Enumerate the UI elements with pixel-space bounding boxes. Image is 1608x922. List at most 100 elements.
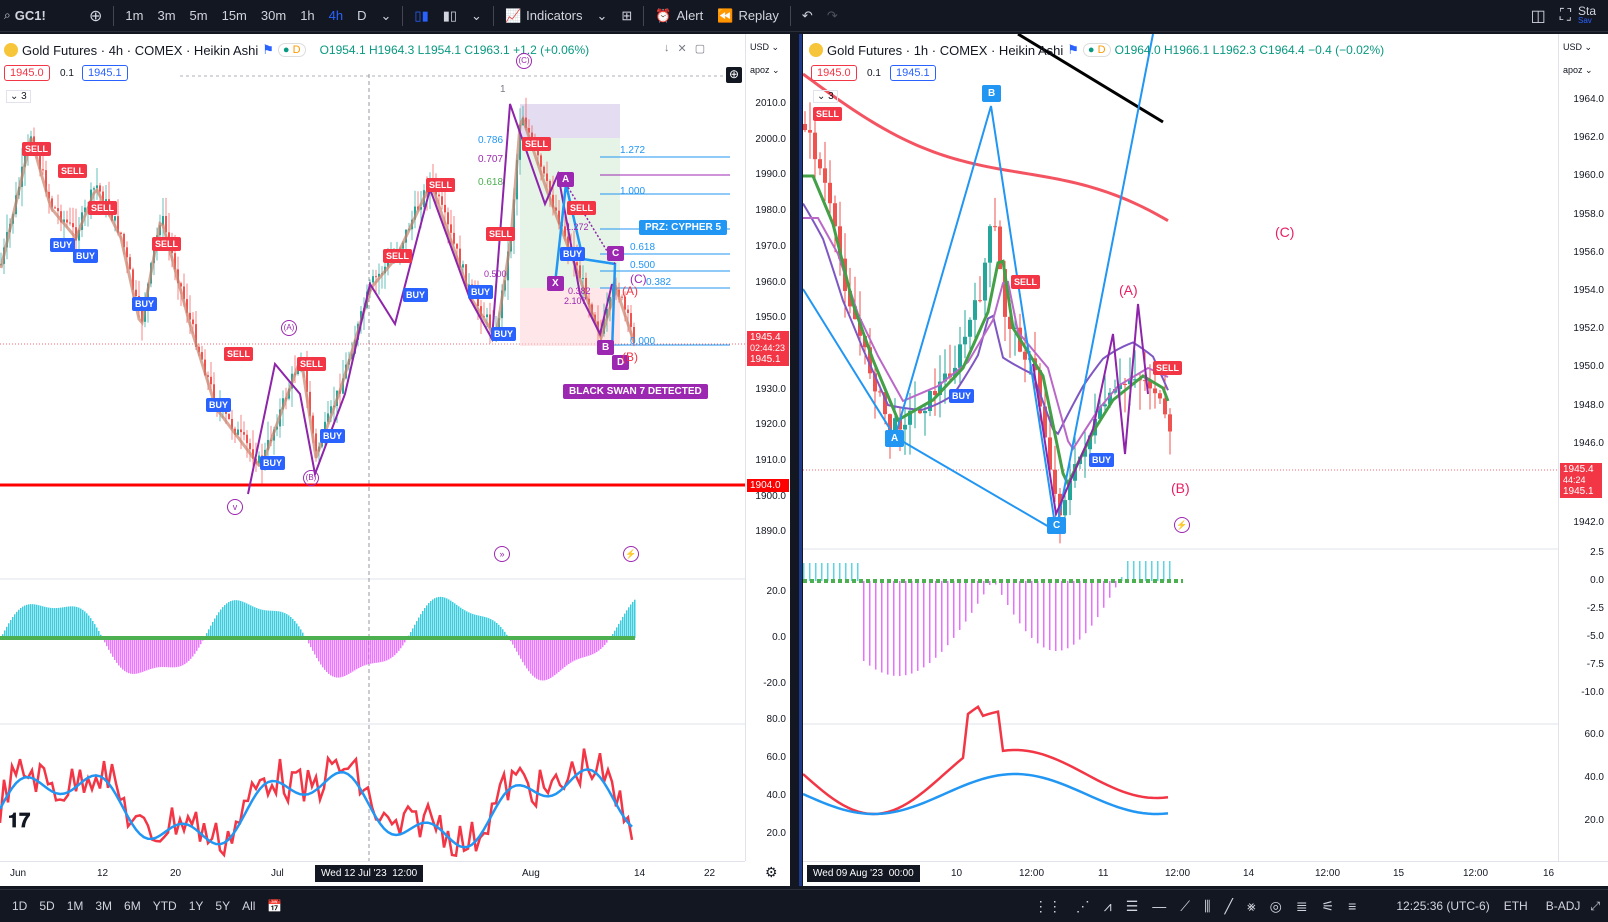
vertical-lines-icon[interactable]: ⫼ — [1204, 897, 1211, 914]
left-chart-title[interactable]: Gold Futures · 4h · COMEX · Heikin Ashi — [22, 42, 259, 58]
range-6m[interactable]: 6M — [124, 899, 141, 913]
currency-selector[interactable]: USD ⌄ — [1563, 42, 1592, 53]
range-1y[interactable]: 1Y — [188, 899, 204, 913]
layers-toggle[interactable]: ⌄ 3 — [813, 90, 838, 103]
redo-button[interactable]: ↷ — [820, 0, 845, 32]
lightning-icon[interactable]: ⚡ — [1174, 517, 1190, 533]
buy-signal: BUY — [73, 249, 99, 263]
trend-line-icon[interactable]: ╱ — [1224, 897, 1233, 914]
undo-button[interactable]: ↶ — [795, 0, 820, 32]
flag-icon[interactable]: ⚑ — [1067, 42, 1079, 57]
layouts-button[interactable]: ⊞ — [614, 0, 639, 32]
clock-time[interactable]: 12:25:36 (UTC-6) — [1396, 899, 1490, 913]
fullscreen-button[interactable]: ⛶ — [1553, 0, 1578, 32]
histogram-bar — [554, 638, 556, 676]
interval-d[interactable]: D — [357, 8, 367, 23]
lightning-icon[interactable]: ⚡ — [623, 546, 639, 562]
range-3m[interactable]: 3M — [95, 899, 113, 913]
compare-button[interactable]: ⊕ — [82, 0, 109, 32]
maximize-icon[interactable]: ▢ — [694, 43, 706, 55]
bar-style-button[interactable]: ▯▮ — [407, 0, 435, 32]
alert-button[interactable]: ⏰ Alert — [648, 0, 710, 32]
histogram-bar — [1103, 581, 1105, 608]
buy-price-box[interactable]: 1945.1 — [890, 65, 936, 81]
top-toolbar: ⌕ GC1! ⊕ 1m 3m 5m 15m 30m 1h 4h D ⌄ ▯▮ ▮… — [0, 0, 1608, 32]
fast-forward-icon[interactable]: » — [494, 546, 510, 562]
currency-selector[interactable]: USD ⌄ — [750, 42, 779, 53]
left-time-axis[interactable]: Jun 12 20 Jul Wed 12 Jul '23 12:00 Aug 1… — [0, 861, 745, 886]
ema-violet-line — [803, 217, 1169, 451]
flag-icon[interactable]: ⚑ — [262, 42, 274, 57]
interval-1h[interactable]: 1h — [300, 8, 315, 23]
histogram-bar — [382, 638, 384, 662]
bid-price: 1945.1 — [750, 354, 781, 365]
close-icon[interactable]: ✕ — [677, 43, 687, 55]
symbol-search[interactable]: ⌕ GC1! — [0, 0, 82, 32]
replay-button[interactable]: ⏪ Replay — [710, 0, 786, 32]
heikin-ashi-button[interactable]: ▮▯ — [436, 0, 464, 32]
crosshair-plus-icon[interactable]: ⊕ — [726, 67, 742, 83]
apoz-selector[interactable]: apoz ⌄ — [750, 65, 780, 76]
histogram-bar — [618, 623, 620, 638]
indicators-dropdown[interactable]: ⌄ — [590, 0, 615, 32]
range-5y[interactable]: 5Y — [215, 899, 231, 913]
interval-5m[interactable]: 5m — [189, 8, 208, 23]
save-area[interactable]: Sta Sav — [1578, 5, 1608, 26]
left-chart-pane[interactable]: Gold Futures · 4h · COMEX · Heikin Ashi … — [0, 34, 790, 886]
right-chart-pane[interactable]: Gold Futures · 1h · COMEX · Heikin Ashi … — [803, 34, 1608, 886]
interval-15m[interactable]: 15m — [221, 8, 247, 23]
candle-body — [54, 207, 56, 209]
apoz-selector[interactable]: apoz ⌄ — [1563, 65, 1593, 76]
buy-price-box[interactable]: 1945.1 — [82, 65, 128, 81]
abcd-tool-icon[interactable]: ⩘ — [1103, 897, 1112, 914]
ray-tool-icon[interactable]: ⟋ — [1180, 897, 1191, 914]
arrow-down-icon[interactable]: ↓ — [664, 42, 670, 54]
candle-body — [42, 169, 44, 171]
session-selector[interactable]: ETH — [1503, 899, 1528, 913]
interval-4h[interactable]: 4h — [328, 8, 344, 23]
left-chart-canvas[interactable] — [0, 34, 745, 861]
range-1d[interactable]: 1D — [12, 899, 28, 913]
range-all[interactable]: All — [242, 899, 256, 913]
sell-price-box[interactable]: 1945.0 — [811, 65, 857, 81]
range-1m[interactable]: 1M — [66, 899, 84, 913]
histogram-bar — [312, 638, 314, 651]
range-5d[interactable]: 5D — [39, 899, 55, 913]
interval-1m[interactable]: 1m — [125, 8, 144, 23]
layout-divider[interactable] — [799, 34, 802, 886]
fib-tool-icon[interactable]: ☰ — [1125, 897, 1139, 914]
range-ytd[interactable]: YTD — [152, 899, 177, 913]
black-swan-label[interactable]: BLACK SWAN 7 DETECTED — [563, 384, 708, 399]
candle-body — [873, 373, 877, 392]
position-tool-icon[interactable]: ≣ — [1295, 897, 1308, 914]
right-chart-title[interactable]: Gold Futures · 1h · COMEX · Heikin Ashi — [827, 42, 1064, 58]
settings-lines-icon[interactable]: ⚟ — [1321, 897, 1335, 914]
interval-dropdown[interactable]: ⌄ — [374, 0, 399, 32]
prz-cypher-label[interactable]: PRZ: CYPHER 5 — [639, 220, 728, 235]
drag-handle-icon[interactable]: ⋮⋮ — [1033, 897, 1062, 914]
date-range-button[interactable]: 📅 — [261, 899, 288, 913]
interval-3m[interactable]: 3m — [157, 8, 176, 23]
settings-gear-icon[interactable]: ⚙ — [765, 864, 778, 880]
ema-red-line — [803, 72, 1169, 223]
right-chart-canvas[interactable] — [803, 34, 1558, 861]
right-time-axis[interactable]: Wed 09 Aug '23 00:00 10 12:00 11 12:00 1… — [803, 861, 1608, 886]
interval-30m[interactable]: 30m — [260, 8, 287, 23]
layers-toggle[interactable]: ⌄ 3 — [6, 90, 31, 103]
panel-toggle-button[interactable]: ◫ — [1524, 0, 1553, 32]
pattern-tool-icon[interactable]: ⋰ — [1075, 897, 1090, 914]
histogram-bar — [144, 638, 146, 672]
horizontal-line-icon[interactable]: — — [1152, 897, 1167, 914]
sell-price-box[interactable]: 1945.0 — [4, 65, 50, 81]
histogram-bar — [184, 638, 186, 665]
expand-icon[interactable]: ⤢ — [1590, 898, 1600, 913]
indicators-button[interactable]: 📈 Indicators — [498, 0, 590, 32]
chart-type-dropdown[interactable]: ⌄ — [464, 0, 489, 32]
right-price-axis[interactable]: USD ⌄ apoz ⌄ 1964.0 1962.0 1960.0 1958.0 195… — [1558, 34, 1608, 861]
left-price-axis[interactable]: USD ⌄ apoz ⌄ 2010.0 2000.0 1990.0 1980.0 197… — [745, 34, 790, 861]
adjustment-selector[interactable]: B-ADJ — [1545, 899, 1581, 913]
xabcd-tool-icon[interactable]: ⨳ — [1246, 897, 1256, 914]
list-icon[interactable]: ≡ — [1348, 897, 1357, 914]
fib-label-0707: 0.707 — [478, 154, 504, 165]
fib-circle-icon[interactable]: ◎ — [1269, 897, 1282, 914]
